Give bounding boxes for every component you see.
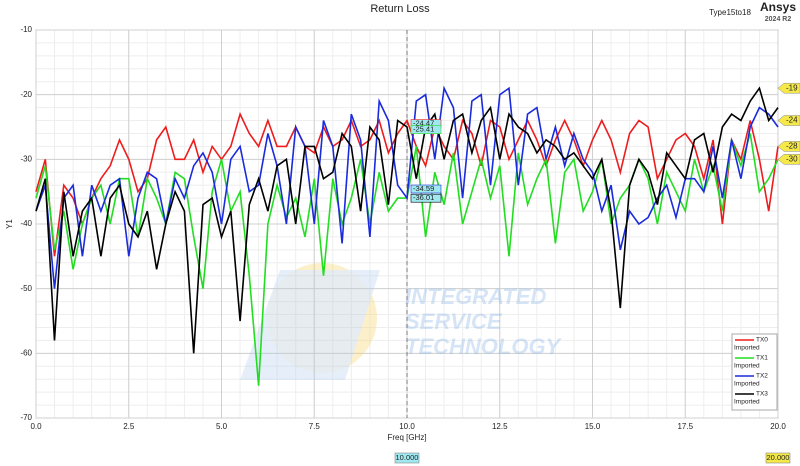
cursor-label-box	[410, 184, 442, 194]
legend-source: Imported	[734, 363, 760, 370]
end-marker-label: -24	[786, 116, 798, 125]
y-tick-label: -40	[20, 219, 32, 228]
watermark-text: TECHNOLOGY	[405, 334, 563, 359]
x-axis-label: Freq [GHz]	[387, 433, 426, 442]
x-tick-label: 7.5	[309, 422, 321, 431]
legend-label: TX0	[756, 337, 768, 344]
cursor-label-box	[410, 125, 442, 134]
cursor-label: -34.59	[413, 184, 434, 193]
cursor-label: -36.01	[413, 193, 434, 202]
series-line	[35, 86, 779, 354]
watermark-text: SERVICE	[405, 309, 503, 334]
series-line	[35, 85, 779, 289]
series-line	[35, 111, 779, 257]
y-axis-label: Y1	[5, 219, 14, 229]
cursor-label: -24.47	[413, 119, 434, 128]
watermark-text: INTEGRATED	[405, 284, 546, 309]
x-tick-label: 2.5	[123, 422, 135, 431]
legend-source: Imported	[734, 399, 760, 406]
y-tick-label: -10	[20, 25, 32, 34]
x-tick-label: 10.0	[399, 422, 415, 431]
x-tick-label: 5.0	[216, 422, 228, 431]
cursor-marker: -34.59	[410, 184, 442, 194]
y-tick-label: -20	[20, 90, 32, 99]
chart-title: Return Loss	[370, 3, 430, 15]
x-tick-label: 15.0	[585, 422, 601, 431]
version: 2024 R2	[765, 16, 792, 23]
end-marker	[777, 82, 800, 94]
cursor-label-box	[410, 193, 442, 203]
legend-label: TX2	[756, 373, 768, 380]
legend-label: TX3	[756, 391, 768, 398]
end-marker-label: -30	[786, 154, 798, 163]
legend-label: TX1	[756, 355, 768, 362]
x-tick-label: 20.0	[770, 422, 786, 431]
cursor-marker: -36.01	[410, 193, 442, 203]
end-marker-label: -28	[786, 142, 798, 151]
end-marker-label: -19	[786, 83, 798, 92]
y-tick-label: -60	[20, 348, 32, 357]
x-marker-label: 10.000	[396, 453, 419, 462]
cursor-label: -25.41	[413, 125, 434, 134]
watermark-logo-shape	[240, 270, 380, 380]
x-marker-box	[394, 452, 420, 464]
cursor-marker: -25.41	[410, 125, 442, 134]
end-marker	[777, 154, 800, 165]
brand: Ansys	[760, 0, 796, 14]
legend: TX0ImportedTX1ImportedTX2ImportedTX3Impo…	[731, 333, 778, 411]
watermark: INTEGRATED SERVICE TECHNOLOGY	[240, 263, 563, 380]
x-marker-label: 20.000	[767, 453, 790, 462]
x-tick-label: 12.5	[492, 422, 508, 431]
legend-source: Imported	[734, 381, 760, 388]
watermark-logo	[267, 263, 377, 373]
x-tick-label: 17.5	[677, 422, 693, 431]
end-marker	[777, 141, 800, 152]
design-name: Type15to18	[709, 8, 751, 17]
legend-box	[731, 333, 778, 411]
legend-source: Imported	[734, 345, 760, 352]
x-tick-label: 0.0	[30, 422, 42, 431]
y-tick-label: -70	[20, 413, 32, 422]
x-marker-box	[765, 452, 791, 464]
y-tick-label: -50	[20, 284, 32, 293]
end-marker	[777, 115, 800, 126]
y-tick-label: -30	[20, 154, 32, 163]
